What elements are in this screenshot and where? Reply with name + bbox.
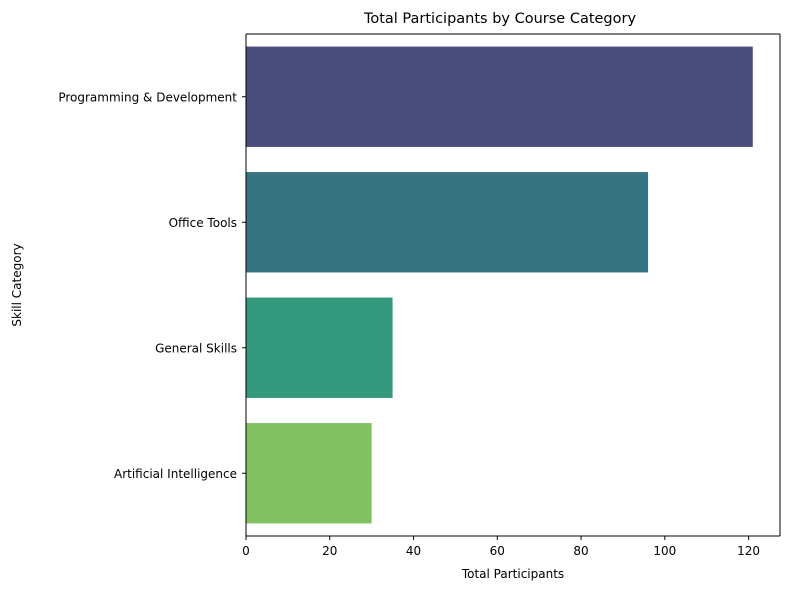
y-tick-label: Artificial Intelligence	[114, 467, 237, 481]
bar	[246, 297, 393, 398]
x-tick-label: 20	[322, 544, 337, 558]
y-axis-label: Skill Category	[10, 243, 24, 326]
x-tick-label: 40	[406, 544, 421, 558]
bar	[246, 423, 372, 524]
x-tick-label: 80	[573, 544, 588, 558]
y-tick-label: General Skills	[155, 341, 237, 355]
x-tick-label: 0	[242, 544, 250, 558]
chart-title: Total Participants by Course Category	[363, 11, 637, 27]
y-tick-label: Office Tools	[169, 216, 237, 230]
x-axis-label: Total Participants	[461, 567, 564, 581]
y-tick-label: Programming & Development	[58, 90, 237, 104]
bar	[246, 172, 649, 273]
x-tick-label: 120	[737, 544, 760, 558]
x-tick-label: 60	[490, 544, 505, 558]
bar	[246, 46, 753, 147]
x-tick-label: 100	[653, 544, 676, 558]
plot-area: Programming & Development Office Tools Gen…	[58, 33, 781, 558]
